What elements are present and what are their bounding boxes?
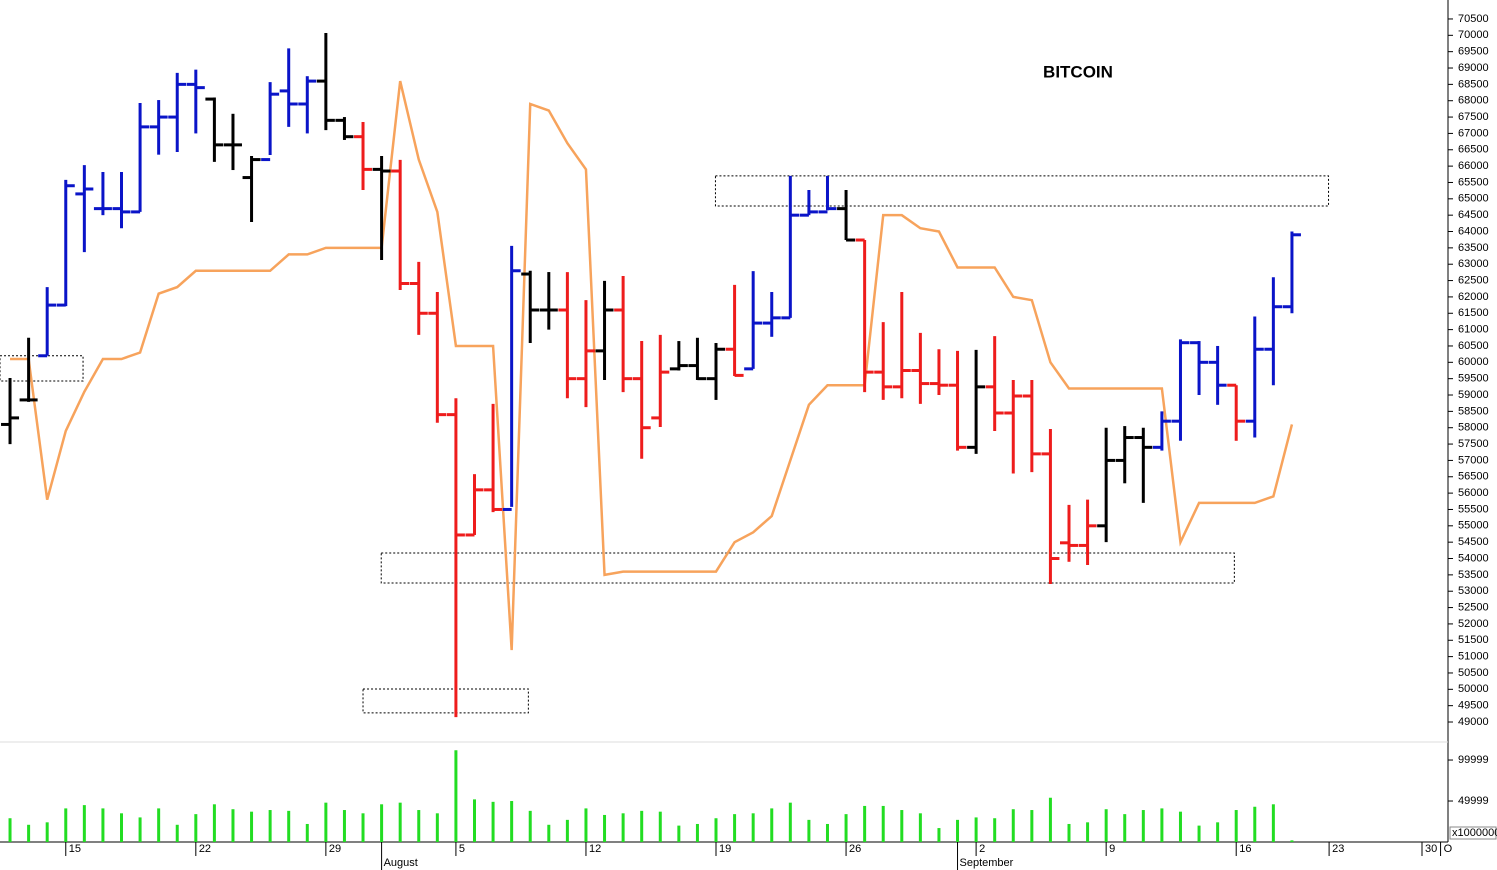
- y-tick-label: 58000: [1458, 422, 1489, 434]
- x-tick-label: 22: [199, 843, 211, 855]
- y-tick-label: 53500: [1458, 569, 1489, 581]
- y-tick-label: 57500: [1458, 438, 1489, 450]
- x-tick-label: O: [1444, 843, 1453, 855]
- month-label: August: [384, 857, 418, 869]
- y-tick-label: 56000: [1458, 487, 1489, 499]
- volume-scale-box: [1449, 826, 1497, 840]
- y-tick-label: 58500: [1458, 405, 1489, 417]
- x-tick-label: 23: [1332, 843, 1344, 855]
- y-tick-label: 67000: [1458, 127, 1489, 139]
- y-tick-label: 54500: [1458, 536, 1489, 548]
- overlay-line: [10, 80, 1294, 651]
- y-tick-label: 68500: [1458, 78, 1489, 90]
- y-tick-label: 49500: [1458, 700, 1489, 712]
- y-tick-label: 61000: [1458, 324, 1489, 336]
- price-zone: [714, 175, 1330, 207]
- y-tick-label: 50000: [1458, 683, 1489, 695]
- price-zone: [380, 552, 1235, 584]
- y-tick-label: 70500: [1458, 13, 1489, 25]
- y-tick-label: 60000: [1458, 356, 1489, 368]
- y-tick-label: 52000: [1458, 618, 1489, 630]
- y-tick-label: 65000: [1458, 193, 1489, 205]
- volume-scale-label: x1000000: [1452, 827, 1497, 839]
- x-tick-label: 30: [1425, 843, 1437, 855]
- x-tick-label: 29: [329, 843, 341, 855]
- x-tick-label: 19: [719, 843, 731, 855]
- y-tick-label: 63000: [1458, 258, 1489, 270]
- y-tick-label: 57000: [1458, 454, 1489, 466]
- y-tick-label: 55500: [1458, 503, 1489, 515]
- volume-tick-label: 99999: [1458, 754, 1489, 766]
- y-tick-label: 52500: [1458, 601, 1489, 613]
- x-tick-label: 5: [459, 843, 465, 855]
- price-zone: [362, 688, 529, 714]
- y-tick-label: 51000: [1458, 651, 1489, 663]
- x-tick-label: 9: [1109, 843, 1115, 855]
- volume-tick-label: 49999: [1458, 795, 1489, 807]
- y-tick-label: 54000: [1458, 552, 1489, 564]
- y-tick-label: 64500: [1458, 209, 1489, 221]
- y-tick-label: 68000: [1458, 95, 1489, 107]
- x-tick-label: 15: [69, 843, 81, 855]
- y-tick-label: 55000: [1458, 520, 1489, 532]
- y-tick-label: 64000: [1458, 225, 1489, 237]
- y-tick-label: 65500: [1458, 176, 1489, 188]
- y-tick-label: 62500: [1458, 274, 1489, 286]
- x-tick-label: 16: [1239, 843, 1251, 855]
- y-tick-label: 66500: [1458, 144, 1489, 156]
- y-tick-label: 49000: [1458, 716, 1489, 728]
- y-tick-label: 56500: [1458, 471, 1489, 483]
- month-label: September: [960, 857, 1014, 869]
- y-tick-label: 62000: [1458, 291, 1489, 303]
- y-tick-label: 53000: [1458, 585, 1489, 597]
- x-tick-label: 12: [589, 843, 601, 855]
- y-tick-label: 59000: [1458, 389, 1489, 401]
- y-tick-label: 69500: [1458, 46, 1489, 58]
- x-tick-label: 26: [849, 843, 861, 855]
- y-tick-label: 63500: [1458, 242, 1489, 254]
- y-tick-label: 50500: [1458, 667, 1489, 679]
- y-tick-label: 59500: [1458, 373, 1489, 385]
- y-tick-label: 61500: [1458, 307, 1489, 319]
- y-tick-label: 60500: [1458, 340, 1489, 352]
- chart-title: BITCOIN: [1043, 62, 1113, 81]
- y-tick-label: 66000: [1458, 160, 1489, 172]
- y-tick-label: 67500: [1458, 111, 1489, 123]
- y-tick-label: 69000: [1458, 62, 1489, 74]
- y-tick-label: 51500: [1458, 634, 1489, 646]
- y-tick-label: 70000: [1458, 29, 1489, 41]
- x-tick-label: 2: [979, 843, 985, 855]
